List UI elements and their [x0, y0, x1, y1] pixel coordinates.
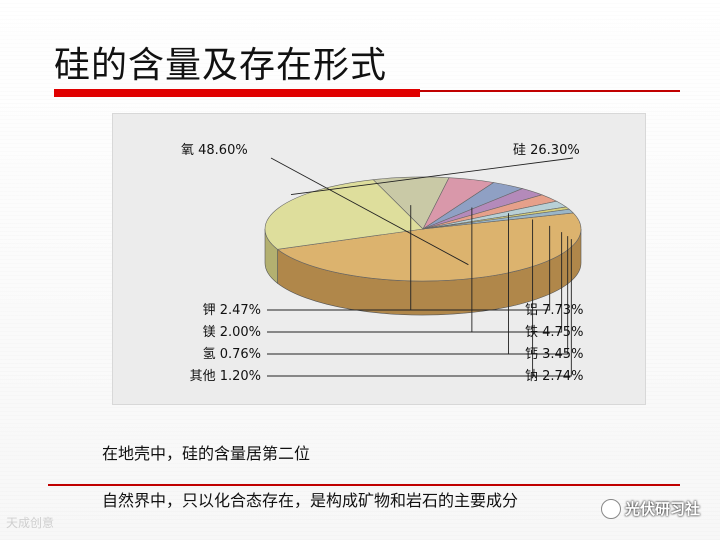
pie-slice-其他: [422, 208, 574, 230]
slice-label-其他: 其他 1.20%: [190, 369, 261, 384]
bottom-rule: [48, 484, 680, 486]
slice-label-钙: 钙 3.45%: [525, 347, 583, 362]
text-line-2: 自然界中，只以化合态存在，是构成矿物和岩石的主要成分: [102, 491, 519, 510]
leader-line-氧: [270, 157, 469, 266]
pie-chart-panel: 氧 48.60% 硅 26.30% 铝 7.73% 铁 4.75% 钙 3.45% 钠 2…: [112, 113, 646, 405]
slice-label-钠: 钠 2.74%: [525, 369, 583, 384]
slice-label-钾: 钾 2.47%: [203, 303, 261, 318]
watermark-right: 光伏研习社: [600, 498, 700, 519]
slice-label-镁: 镁 2.00%: [203, 325, 261, 340]
slice-label-硅: 硅 26.30%: [513, 143, 580, 158]
pie-slice-硅: [264, 179, 424, 250]
slice-label-铝: 铝 7.73%: [525, 303, 583, 318]
slice-label-铁: 铁 4.75%: [525, 325, 583, 340]
page-title: 硅的含量及存在形式: [54, 45, 388, 86]
text-line-1: 在地壳中，硅的含量居第二位: [102, 444, 311, 463]
leader-line-镁: [267, 232, 563, 333]
leader-line-钾: [267, 225, 551, 311]
leader-line-硅: [290, 157, 574, 196]
pie-slice-氧: [276, 212, 582, 282]
slice-label-氧: 氧 48.60%: [181, 143, 248, 158]
slice-label-氢: 氢 0.76%: [203, 347, 261, 362]
leader-line-氢: [267, 236, 569, 355]
leader-line-其他: [267, 239, 572, 377]
watermark-left: 天成创意: [6, 516, 55, 530]
title-accent-bar: [54, 89, 420, 97]
wechat-icon: [600, 498, 621, 519]
pie-chart: 氧 48.60% 硅 26.30% 铝 7.73% 铁 4.75% 钙 3.45% 钠 2…: [181, 143, 583, 384]
watermark-right-text: 光伏研习社: [624, 500, 700, 518]
